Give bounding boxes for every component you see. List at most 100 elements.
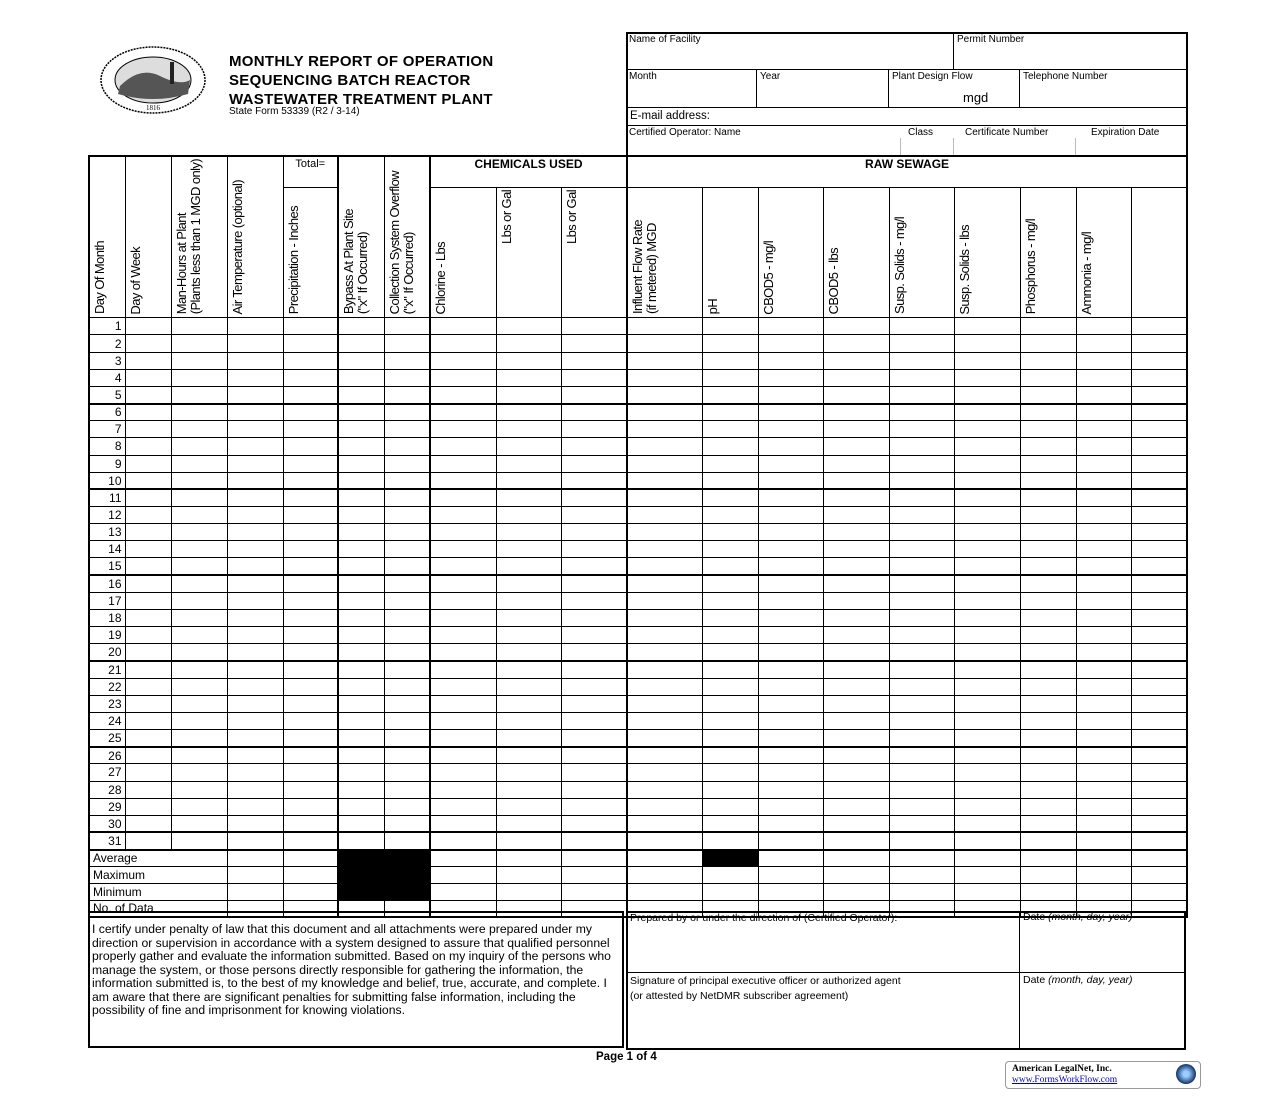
data-cell[interactable] xyxy=(337,763,385,782)
data-cell[interactable] xyxy=(757,471,824,490)
data-cell[interactable] xyxy=(282,643,339,662)
data-cell[interactable] xyxy=(383,488,431,508)
data-cell[interactable] xyxy=(282,745,339,765)
summary-cell[interactable] xyxy=(560,882,628,901)
data-cell[interactable] xyxy=(226,420,284,439)
data-cell[interactable] xyxy=(282,557,339,576)
data-cell[interactable] xyxy=(701,626,759,645)
data-cell[interactable] xyxy=(953,454,1021,473)
data-cell[interactable] xyxy=(626,557,703,576)
data-cell[interactable] xyxy=(1075,831,1132,851)
data-cell[interactable] xyxy=(953,557,1021,576)
data-cell[interactable] xyxy=(124,659,172,679)
data-cell[interactable] xyxy=(429,643,497,662)
data-cell[interactable] xyxy=(226,488,284,508)
data-cell[interactable] xyxy=(757,351,824,370)
data-cell[interactable] xyxy=(822,488,890,508)
data-cell[interactable] xyxy=(1130,557,1188,576)
data-cell[interactable] xyxy=(124,523,172,542)
summary-cell[interactable] xyxy=(822,848,890,867)
data-cell[interactable] xyxy=(337,351,385,370)
data-cell[interactable] xyxy=(560,420,628,439)
data-cell[interactable] xyxy=(888,420,955,439)
data-cell[interactable] xyxy=(560,368,628,387)
data-cell[interactable] xyxy=(170,385,228,405)
data-cell[interactable] xyxy=(822,334,890,353)
data-cell[interactable] xyxy=(170,317,228,336)
data-cell[interactable] xyxy=(226,591,284,610)
data-cell[interactable] xyxy=(226,626,284,645)
data-cell[interactable] xyxy=(282,626,339,645)
permit-number-field[interactable]: Permit Number xyxy=(957,34,1025,45)
data-cell[interactable] xyxy=(337,454,385,473)
data-cell[interactable] xyxy=(888,505,955,525)
data-cell[interactable] xyxy=(953,488,1021,508)
summary-cell[interactable] xyxy=(495,865,562,884)
data-cell[interactable] xyxy=(953,694,1021,713)
data-cell[interactable] xyxy=(495,437,562,456)
data-cell[interactable] xyxy=(1075,351,1132,370)
data-cell[interactable] xyxy=(1019,729,1077,748)
data-cell[interactable] xyxy=(226,694,284,713)
data-cell[interactable] xyxy=(383,677,431,696)
data-cell[interactable] xyxy=(337,574,385,593)
data-cell[interactable] xyxy=(1075,437,1132,456)
data-cell[interactable] xyxy=(822,659,890,679)
data-cell[interactable] xyxy=(429,659,497,679)
data-cell[interactable] xyxy=(626,831,703,851)
data-cell[interactable] xyxy=(888,557,955,576)
data-cell[interactable] xyxy=(1130,591,1188,610)
data-cell[interactable] xyxy=(170,694,228,713)
data-cell[interactable] xyxy=(124,711,172,731)
data-cell[interactable] xyxy=(383,745,431,765)
data-cell[interactable] xyxy=(124,591,172,610)
data-cell[interactable] xyxy=(757,368,824,387)
data-cell[interactable] xyxy=(170,763,228,782)
data-cell[interactable] xyxy=(953,437,1021,456)
data-cell[interactable] xyxy=(495,557,562,576)
data-cell[interactable] xyxy=(1019,385,1077,405)
data-cell[interactable] xyxy=(124,351,172,370)
data-cell[interactable] xyxy=(560,471,628,490)
data-cell[interactable] xyxy=(626,797,703,816)
data-cell[interactable] xyxy=(953,659,1021,679)
data-cell[interactable] xyxy=(383,523,431,542)
data-cell[interactable] xyxy=(626,420,703,439)
data-cell[interactable] xyxy=(757,317,824,336)
data-cell[interactable] xyxy=(282,729,339,748)
data-cell[interactable] xyxy=(124,780,172,799)
data-cell[interactable] xyxy=(701,437,759,456)
data-cell[interactable] xyxy=(383,626,431,645)
data-cell[interactable] xyxy=(757,488,824,508)
data-cell[interactable] xyxy=(560,557,628,576)
data-cell[interactable] xyxy=(1075,523,1132,542)
data-cell[interactable] xyxy=(757,574,824,593)
data-cell[interactable] xyxy=(701,488,759,508)
data-cell[interactable] xyxy=(226,334,284,353)
data-cell[interactable] xyxy=(429,591,497,610)
summary-cell[interactable] xyxy=(822,865,890,884)
data-cell[interactable] xyxy=(124,729,172,748)
data-cell[interactable] xyxy=(495,591,562,610)
data-cell[interactable] xyxy=(1075,591,1132,610)
data-cell[interactable] xyxy=(383,351,431,370)
data-cell[interactable] xyxy=(560,437,628,456)
data-cell[interactable] xyxy=(282,574,339,593)
data-cell[interactable] xyxy=(170,454,228,473)
data-cell[interactable] xyxy=(337,711,385,731)
data-cell[interactable] xyxy=(337,814,385,833)
data-cell[interactable] xyxy=(953,677,1021,696)
data-cell[interactable] xyxy=(337,402,385,422)
data-cell[interactable] xyxy=(1075,659,1132,679)
expiration-date-field[interactable]: Expiration Date xyxy=(1091,127,1160,138)
data-cell[interactable] xyxy=(953,505,1021,525)
data-cell[interactable] xyxy=(495,523,562,542)
data-cell[interactable] xyxy=(953,351,1021,370)
data-cell[interactable] xyxy=(337,420,385,439)
data-cell[interactable] xyxy=(953,797,1021,816)
summary-cell[interactable] xyxy=(626,865,703,884)
data-cell[interactable] xyxy=(429,677,497,696)
data-cell[interactable] xyxy=(1019,540,1077,559)
data-cell[interactable] xyxy=(226,402,284,422)
data-cell[interactable] xyxy=(1130,711,1188,731)
